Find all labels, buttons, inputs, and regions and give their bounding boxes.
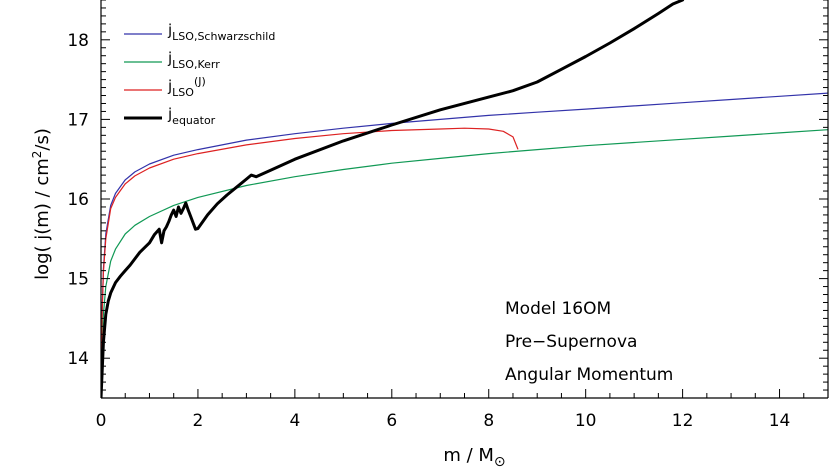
y-title-superscript: 2: [30, 151, 44, 159]
legend-label-main: j: [167, 105, 172, 123]
legend-label-sub: LSO,Kerr: [172, 58, 220, 71]
legend-label-sub: equator: [172, 114, 216, 127]
legend-label-4: jequator: [167, 105, 216, 127]
x-tick-label: 10: [575, 411, 597, 431]
legend-label-main: j: [167, 21, 172, 39]
y-tick-label: 15: [67, 270, 89, 290]
x-tick-label: 2: [193, 411, 204, 431]
series-line-2: [101, 129, 828, 398]
plot-lines: [101, 0, 828, 398]
y-axis-title: log( j(m) / cm2/s): [30, 128, 53, 280]
legend-label-1: jLSO,Schwarzschild: [167, 21, 275, 43]
legend-label-sub: LSO,Schwarzschild: [172, 30, 275, 43]
legend-label-main: j: [167, 49, 172, 67]
y-tick-label: 18: [67, 31, 89, 51]
x-axis-title-symbol: ⊙: [494, 454, 506, 468]
x-axis-title: m / M⊙: [443, 445, 505, 468]
y-tick-label: 17: [67, 110, 89, 130]
y-title-part: /s): [32, 128, 53, 150]
legend-label-sup: (J): [194, 75, 206, 88]
x-tick-label: 0: [96, 411, 107, 431]
x-tick-label: 6: [386, 411, 397, 431]
legend-label-2: jLSO,Kerr: [167, 49, 220, 71]
annotation-line-1: Model 16OM: [505, 299, 611, 319]
x-tick-label: 14: [769, 411, 791, 431]
x-tick-label: 12: [672, 411, 694, 431]
annotation-line-3: Angular Momentum: [505, 365, 673, 385]
annotation-line-2: Pre−Supernova: [505, 332, 637, 352]
y-tick-label: 16: [67, 190, 89, 210]
x-tick-label: 4: [289, 411, 300, 431]
series-line-4: [101, 0, 685, 398]
x-tick-label: 8: [483, 411, 494, 431]
legend: jLSO,SchwarzschildjLSO,KerrjLSO(J)jequat…: [124, 21, 275, 127]
legend-label-sub: LSO: [172, 86, 194, 99]
annotations: Model 16OM Pre−Supernova Angular Momentum: [505, 299, 673, 385]
y-tick-label: 14: [67, 349, 89, 369]
axes: 0 2 4 6 8 10 12 14 14 15 16 17 18 m / M⊙ log( j(m) / c…: [30, 0, 829, 468]
series-line-3: [101, 127, 519, 398]
series-line-1: [101, 92, 828, 398]
legend-label-main: j: [167, 77, 172, 95]
legend-label-3: jLSO(J): [167, 75, 206, 99]
y-title-part: log( j(m) / cm: [32, 158, 53, 280]
